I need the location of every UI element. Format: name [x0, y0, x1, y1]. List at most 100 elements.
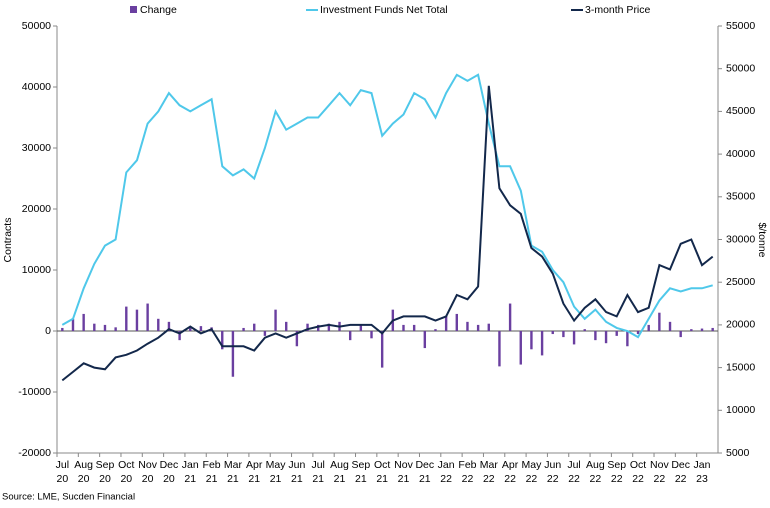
bar	[317, 324, 320, 331]
x-tick-label: Jan 21	[182, 459, 199, 485]
bar	[157, 318, 160, 331]
y2-tick-label: 45000	[726, 105, 755, 117]
bar	[135, 309, 139, 331]
x-tick-label: Sep 22	[607, 459, 626, 485]
x-tick-label: Dec 22	[671, 459, 690, 485]
bar	[423, 331, 427, 349]
bar	[700, 328, 704, 331]
y2-tick-label: 15000	[726, 361, 755, 373]
y-tick-label: 20000	[22, 203, 51, 215]
x-tick-label: Nov 20	[138, 459, 157, 485]
bar	[412, 324, 416, 331]
legend-label: Change	[140, 4, 177, 16]
source-note: Source: LME, Sucden Financial	[2, 492, 135, 503]
bar	[540, 331, 544, 356]
bar	[199, 326, 203, 331]
bar	[242, 327, 245, 331]
y2-tick-label: 10000	[726, 404, 755, 416]
legend-label: 3-month Price	[585, 4, 651, 16]
bar	[274, 309, 277, 331]
y2-tick-label: 20000	[726, 319, 755, 331]
bar	[359, 324, 363, 331]
bar	[93, 323, 96, 331]
bar	[647, 324, 650, 331]
bar	[519, 331, 522, 365]
bar	[604, 331, 608, 344]
bar	[370, 331, 373, 339]
y-tick-label: -10000	[18, 386, 51, 398]
x-tick-label: Jul 21	[311, 459, 324, 485]
x-tick-label: Feb 22	[458, 459, 476, 485]
legend-label: Investment Funds Net Total	[320, 4, 448, 16]
bar	[114, 327, 117, 331]
y-axis-label: Contracts	[2, 218, 14, 263]
bar	[402, 324, 405, 331]
y2-tick-label: 5000	[726, 447, 750, 459]
y2-tick-label: 40000	[726, 148, 755, 160]
x-tick-label: Dec 20	[160, 459, 179, 485]
x-tick-label: Nov 22	[650, 459, 669, 485]
y-tick-label: -20000	[18, 447, 51, 459]
x-tick-label: Oct 20	[118, 459, 134, 485]
bar	[103, 324, 107, 331]
x-tick-label: Aug 22	[586, 459, 605, 485]
x-tick-label: Aug 21	[330, 459, 349, 485]
x-tick-label: Jul 20	[56, 459, 69, 485]
y2-tick-label: 50000	[726, 62, 755, 74]
y2-axis-label: $/tonne	[756, 222, 768, 257]
bar	[679, 331, 682, 338]
x-tick-label: Mar 21	[224, 459, 243, 485]
x-tick-label: Jun 22	[544, 459, 561, 485]
bar	[167, 321, 171, 331]
bar	[690, 329, 693, 331]
y-tick-label: 10000	[22, 264, 51, 276]
bar	[572, 331, 576, 345]
bar	[658, 312, 661, 331]
bar	[498, 331, 501, 367]
bar	[306, 323, 309, 331]
bar	[455, 313, 458, 331]
bar	[221, 331, 224, 350]
x-tick-label: Mar 22	[480, 459, 499, 485]
y2-tick-label: 55000	[726, 20, 755, 32]
bar	[231, 331, 235, 377]
y-tick-label: 0	[45, 325, 51, 337]
bar	[562, 331, 565, 338]
bar	[295, 331, 299, 347]
bar	[615, 331, 618, 336]
bar	[487, 323, 490, 331]
bar	[61, 327, 64, 331]
bar	[285, 321, 288, 331]
bar	[444, 315, 448, 331]
bar	[82, 313, 85, 331]
bar	[530, 331, 533, 350]
bar	[189, 327, 192, 331]
bar	[476, 324, 480, 331]
bar	[348, 331, 352, 341]
x-tick-label: Nov 21	[394, 459, 413, 485]
bar	[711, 327, 714, 331]
x-tick-label: May 21	[266, 459, 287, 485]
y-tick-label: 30000	[22, 142, 51, 154]
x-tick-label: Jun 21	[288, 459, 305, 485]
y2-tick-label: 35000	[726, 191, 755, 203]
bar	[668, 321, 672, 331]
line	[61, 73, 713, 339]
y2-tick-label: 30000	[726, 233, 755, 245]
bar	[583, 329, 586, 331]
x-tick-label: Jan 22	[438, 459, 455, 485]
bar	[594, 331, 597, 341]
y-tick-label: 40000	[22, 81, 51, 93]
x-tick-label: Oct 22	[630, 459, 646, 485]
bar	[125, 306, 128, 331]
x-tick-label: Apr 21	[246, 459, 263, 485]
bar	[146, 303, 149, 331]
legend-swatch	[130, 6, 137, 13]
bar	[380, 331, 384, 368]
bar	[466, 321, 469, 331]
bar	[551, 331, 554, 335]
x-tick-label: Jan 23	[694, 459, 711, 485]
bar	[636, 331, 640, 335]
x-tick-label: Dec 21	[415, 459, 434, 485]
